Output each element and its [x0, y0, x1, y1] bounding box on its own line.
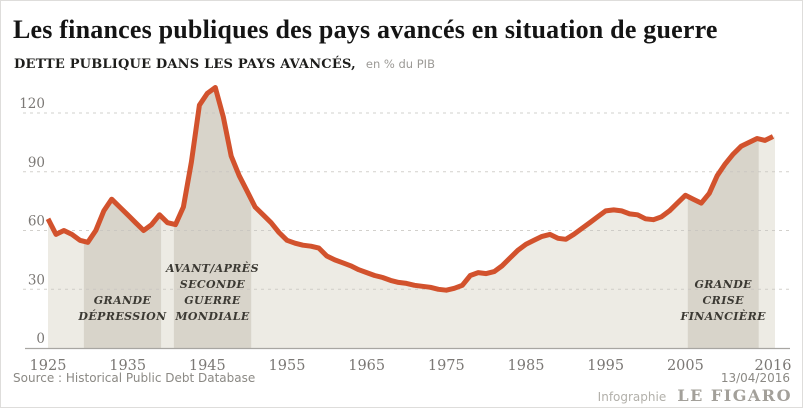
- x-tick-1925: 1925: [30, 358, 67, 374]
- chart-unit-label: en % du PIB: [365, 57, 435, 71]
- lefigaro-logo: LE FIGARO: [677, 386, 792, 405]
- x-tick-2016: 2016: [755, 358, 792, 374]
- credit-prefix: Infographie: [597, 390, 667, 404]
- x-tick-1945: 1945: [189, 358, 226, 374]
- x-tick-1965: 1965: [348, 358, 385, 374]
- y-tick-90: 90: [28, 155, 45, 171]
- band-label-grande-depression-line1: GRANDE: [94, 294, 152, 307]
- y-tick-60: 60: [28, 214, 45, 230]
- x-tick-1935: 1935: [109, 358, 146, 374]
- band-grande-crise-financiere: [687, 138, 759, 348]
- debt-line: [45, 85, 775, 293]
- date-label: 13/04/2016: [720, 371, 790, 385]
- band-label-grande-crise-financiere-line3: FINANCIÈRE: [679, 309, 766, 323]
- band-label-grande-depression-line2: DÉPRESSION: [77, 309, 167, 323]
- source-note: Source : Historical Public Debt Database: [13, 371, 256, 385]
- credit-line: Infographie LE FIGARO: [598, 386, 792, 405]
- x-tick-1955: 1955: [269, 358, 306, 374]
- band-label-grande-crise-financiere-line2: CRISE: [703, 294, 745, 307]
- x-tick-2005: 2005: [667, 358, 704, 374]
- chart-subtitle: DETTE PUBLIQUE DANS LES PAYS AVANCÉS,: [14, 57, 356, 72]
- y-tick-120: 120: [19, 96, 45, 112]
- band-label-seconde-guerre-mondiale-line2: SECONDE: [180, 278, 246, 291]
- page-title: Les finances publiques des pays avancés …: [13, 15, 718, 44]
- y-tick-0: 0: [36, 331, 45, 347]
- x-tick-1985: 1985: [508, 358, 545, 374]
- chart-subtitle-row: DETTE PUBLIQUE DANS LES PAYS AVANCÉS, en…: [14, 53, 435, 72]
- band-label-seconde-guerre-mondiale-line1: AVANT/APRÈS: [165, 261, 259, 275]
- band-label-grande-crise-financiere-line1: GRANDE: [694, 278, 752, 291]
- band-label-seconde-guerre-mondiale-line4: MONDIALE: [174, 310, 250, 323]
- x-tick-1995: 1995: [587, 358, 624, 374]
- x-tick-1975: 1975: [428, 358, 465, 374]
- band-grande-depression: [83, 199, 162, 348]
- band-label-seconde-guerre-mondiale-line3: GUERRE: [184, 294, 241, 307]
- y-tick-30: 30: [28, 272, 45, 288]
